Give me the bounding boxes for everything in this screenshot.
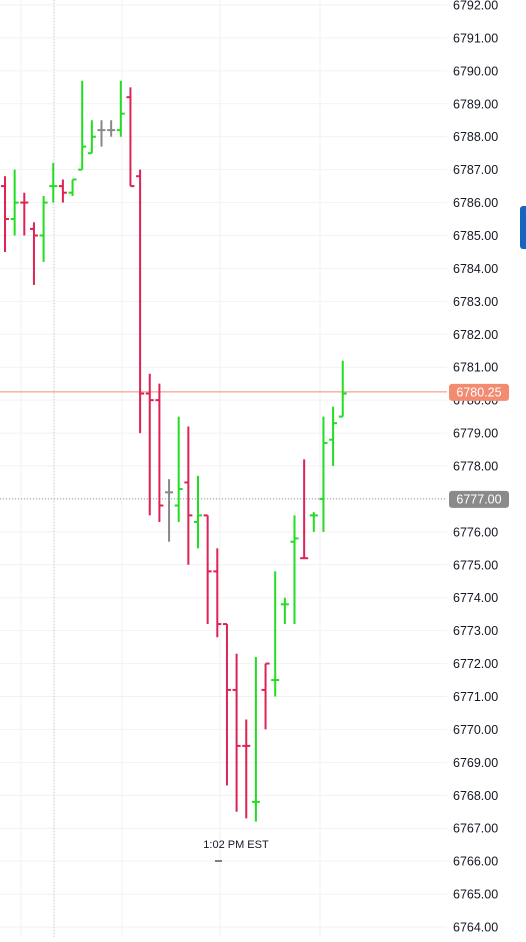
last-price-label: 6780.25	[456, 385, 501, 399]
ohlc-bar	[290, 515, 299, 625]
ohlc-bar	[319, 416, 328, 532]
price-tick-label: 6789.00	[453, 97, 498, 111]
ohlc-bar	[165, 479, 174, 542]
ohlc-bar	[39, 195, 48, 262]
price-tick-label: 6788.00	[453, 130, 498, 144]
ohlc-bar	[271, 571, 280, 697]
crosshair-price-label-bg	[449, 490, 509, 508]
price-tick-label: 6783.00	[453, 295, 498, 309]
price-labels: 6780.25 6777.00 1:02 PM EST	[203, 383, 509, 862]
ohlc-bar	[338, 360, 347, 418]
grid-lines	[0, 0, 447, 937]
ohlc-bar	[58, 179, 67, 203]
price-tick-label: 6768.00	[453, 789, 498, 803]
price-tick-label: 6782.00	[453, 328, 498, 342]
price-tick-label: 6790.00	[453, 64, 498, 78]
price-tick-label: 6786.00	[453, 196, 498, 210]
ohlc-bar	[222, 623, 231, 786]
price-lines	[0, 391, 447, 500]
ohlc-bar	[194, 475, 202, 549]
ohlc-bar	[136, 169, 145, 434]
ohlc-bar	[29, 222, 38, 285]
price-tick-label: 6770.00	[453, 723, 498, 737]
price-tick-label: 6779.00	[453, 427, 498, 441]
crosshair-price-label: 6777.00	[456, 492, 501, 506]
price-tick-label: 6765.00	[453, 888, 498, 902]
price-axis[interactable]: 6792.00 6791.00 6790.00 6789.00 6788.00 6787.…	[453, 0, 498, 935]
ohlc-bar	[251, 656, 260, 822]
price-tick-label: 6778.00	[453, 460, 498, 474]
price-tick-label: 6769.00	[453, 756, 498, 770]
price-tick-label: 6767.00	[453, 822, 498, 836]
ohlc-bars	[1, 80, 347, 822]
ohlc-bar	[174, 416, 183, 522]
price-tick-label: 6772.00	[453, 657, 498, 671]
price-tick-label: 6773.00	[453, 624, 498, 638]
price-tick-label: 6785.00	[453, 229, 498, 243]
ohlc-bar	[300, 459, 309, 560]
last-price-label-bg	[449, 383, 509, 401]
ohlc-bar	[107, 120, 116, 137]
ohlc-bar	[232, 653, 241, 812]
price-tick-label: 6764.00	[453, 921, 498, 935]
ohlc-bar	[78, 80, 87, 171]
price-tick-label: 6787.00	[453, 163, 498, 177]
ohlc-bar	[329, 406, 338, 466]
ohlc-bar	[242, 719, 251, 819]
price-tick-label: 6784.00	[453, 262, 498, 276]
ohlc-bar	[97, 120, 106, 147]
ohlc-bar	[155, 383, 164, 522]
ohlc-bar	[203, 514, 212, 625]
price-tick-label: 6775.00	[453, 558, 498, 572]
ohlc-bar	[116, 80, 125, 137]
ohlc-bar	[10, 169, 19, 236]
ohlc-bar	[309, 512, 318, 532]
ohlc-bar	[20, 192, 29, 236]
ohlc-bar	[126, 87, 135, 188]
crosshair-time-label: 1:02 PM EST	[203, 839, 269, 851]
price-tick-label: 6781.00	[453, 361, 498, 375]
price-tick-label: 6776.00	[453, 525, 498, 539]
ohlc-bar	[1, 176, 9, 252]
ohlc-bar	[261, 662, 270, 730]
price-tick-label: 6766.00	[453, 855, 498, 869]
ohlc-bar	[280, 597, 289, 625]
ohlc-bar	[49, 163, 58, 203]
ohlc-bar	[87, 120, 96, 155]
ohlc-bar	[145, 373, 154, 516]
ohlc-bar	[68, 178, 77, 196]
ohlc-bar	[213, 548, 222, 638]
price-tick-label: 6792.00	[453, 0, 498, 13]
price-tick-label: 6774.00	[453, 591, 498, 605]
price-tick-label: 6771.00	[453, 690, 498, 704]
scroll-handle[interactable]	[520, 206, 526, 249]
ohlc-bar	[184, 426, 193, 565]
price-tick-label: 6791.00	[453, 31, 498, 45]
